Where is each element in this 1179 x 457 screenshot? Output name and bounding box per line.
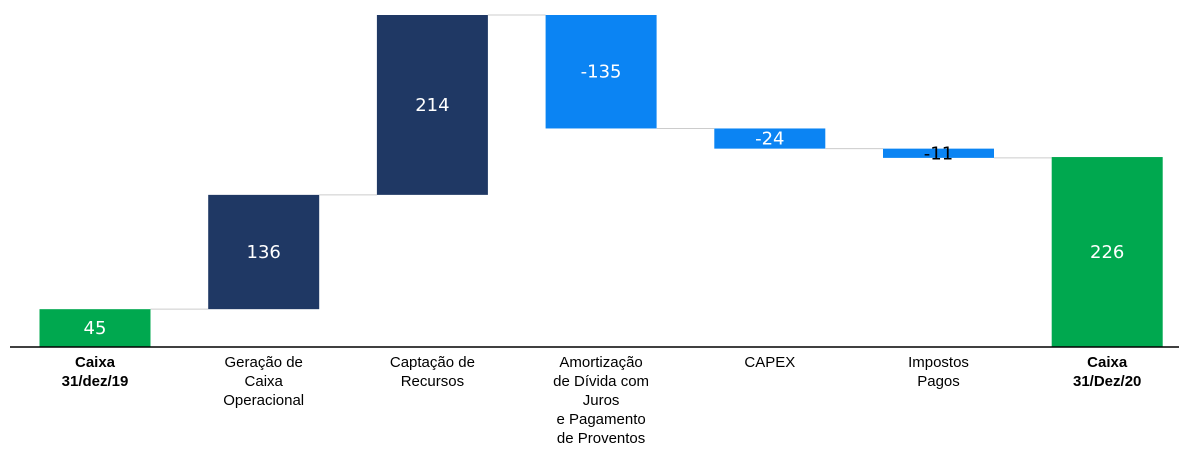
label-line: Recursos xyxy=(401,373,464,390)
data-label: 214 xyxy=(415,95,449,116)
x-tick-label: Amortização de Dívida com Juros e Pagamento… xyxy=(553,354,649,447)
label-line: 31/Dez/20 xyxy=(1073,373,1141,390)
x-tick-label: Impostos Pagos xyxy=(908,354,969,390)
label-line: de Dívida com xyxy=(553,373,649,390)
data-label: 136 xyxy=(247,242,281,263)
bar xyxy=(208,194,320,310)
x-tick-label: Geração de Caixa Operacional xyxy=(223,354,304,409)
data-label: -24 xyxy=(755,129,784,150)
data-label: 226 xyxy=(1090,242,1124,263)
label-line: e Pagamento xyxy=(556,411,645,428)
label-line: Caixa xyxy=(75,354,116,371)
bar xyxy=(714,128,826,149)
bar xyxy=(1051,157,1163,347)
bar xyxy=(376,15,488,195)
label-line: 31/dez/19 xyxy=(62,373,129,390)
label-line: Amortização xyxy=(559,354,642,371)
x-tick-label: CAPEX xyxy=(744,354,795,371)
x-tick-label: Caixa 31/dez/19 xyxy=(62,354,129,390)
bar xyxy=(39,309,151,347)
label-line: CAPEX xyxy=(744,354,795,371)
data-label: 45 xyxy=(84,318,107,339)
label-line: Pagos xyxy=(917,373,960,390)
bar xyxy=(545,15,657,129)
label-line: Juros xyxy=(583,392,620,409)
label-line: Impostos xyxy=(908,354,969,371)
data-label: -11 xyxy=(924,143,953,164)
label-line: Caixa xyxy=(1087,354,1128,371)
label-line: Caixa xyxy=(245,373,284,390)
label-line: Geração de xyxy=(225,354,303,371)
x-tick-label: Captação de Recursos xyxy=(390,354,475,390)
data-label: -135 xyxy=(581,62,622,83)
label-line: Captação de xyxy=(390,354,475,371)
label-line: Operacional xyxy=(223,392,304,409)
label-line: de Proventos xyxy=(557,430,645,447)
bar xyxy=(883,148,994,158)
x-tick-label: Caixa 31/Dez/20 xyxy=(1073,354,1141,390)
